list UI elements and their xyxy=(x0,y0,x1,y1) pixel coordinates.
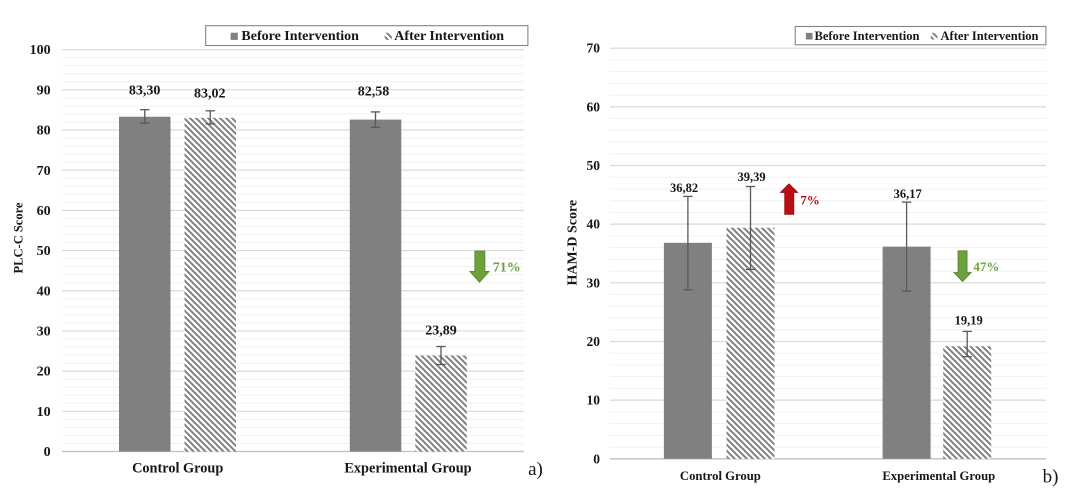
svg-text:36,17: 36,17 xyxy=(894,187,922,201)
svg-text:19,19: 19,19 xyxy=(955,313,983,327)
svg-text:PLC-C Score: PLC-C Score xyxy=(12,202,26,273)
svg-text:HAM-D Score: HAM-D Score xyxy=(566,200,581,286)
svg-text:83,02: 83,02 xyxy=(194,87,226,102)
svg-text:Before Intervention: Before Intervention xyxy=(241,29,359,44)
svg-text:70: 70 xyxy=(37,164,51,179)
svg-text:90: 90 xyxy=(37,83,51,98)
svg-text:Experimental Group: Experimental Group xyxy=(882,469,995,483)
svg-text:83,30: 83,30 xyxy=(129,84,161,99)
svg-text:100: 100 xyxy=(30,43,51,58)
svg-text:After Intervention: After Intervention xyxy=(941,29,1039,43)
svg-text:36,82: 36,82 xyxy=(670,181,698,195)
svg-text:30: 30 xyxy=(587,275,601,290)
svg-text:40: 40 xyxy=(587,217,601,232)
svg-text:Control Group: Control Group xyxy=(680,469,761,483)
svg-text:Before Intervention: Before Intervention xyxy=(815,29,920,43)
svg-text:40: 40 xyxy=(37,284,51,299)
svg-text:23,89: 23,89 xyxy=(425,324,457,339)
svg-text:0: 0 xyxy=(44,445,51,460)
svg-text:7%: 7% xyxy=(800,192,820,207)
svg-text:47%: 47% xyxy=(973,259,999,274)
svg-text:10: 10 xyxy=(37,405,51,420)
svg-text:Experimental Group: Experimental Group xyxy=(344,461,471,477)
svg-text:50: 50 xyxy=(37,244,51,259)
svg-text:20: 20 xyxy=(587,334,601,349)
svg-text:82,58: 82,58 xyxy=(358,85,390,100)
svg-text:b): b) xyxy=(1043,466,1059,487)
svg-text:a): a) xyxy=(528,459,543,480)
svg-text:60: 60 xyxy=(587,99,601,114)
svg-text:71%: 71% xyxy=(493,261,521,276)
svg-text:80: 80 xyxy=(37,124,51,139)
svg-text:0: 0 xyxy=(593,451,600,466)
svg-text:39,39: 39,39 xyxy=(737,170,765,184)
svg-text:30: 30 xyxy=(37,325,51,340)
svg-text:10: 10 xyxy=(587,393,601,408)
svg-text:Control Group: Control Group xyxy=(132,461,223,477)
svg-text:After Intervention: After Intervention xyxy=(394,29,504,44)
svg-text:60: 60 xyxy=(37,204,51,219)
svg-text:50: 50 xyxy=(587,158,601,173)
svg-text:70: 70 xyxy=(587,41,601,56)
svg-text:20: 20 xyxy=(37,365,51,380)
